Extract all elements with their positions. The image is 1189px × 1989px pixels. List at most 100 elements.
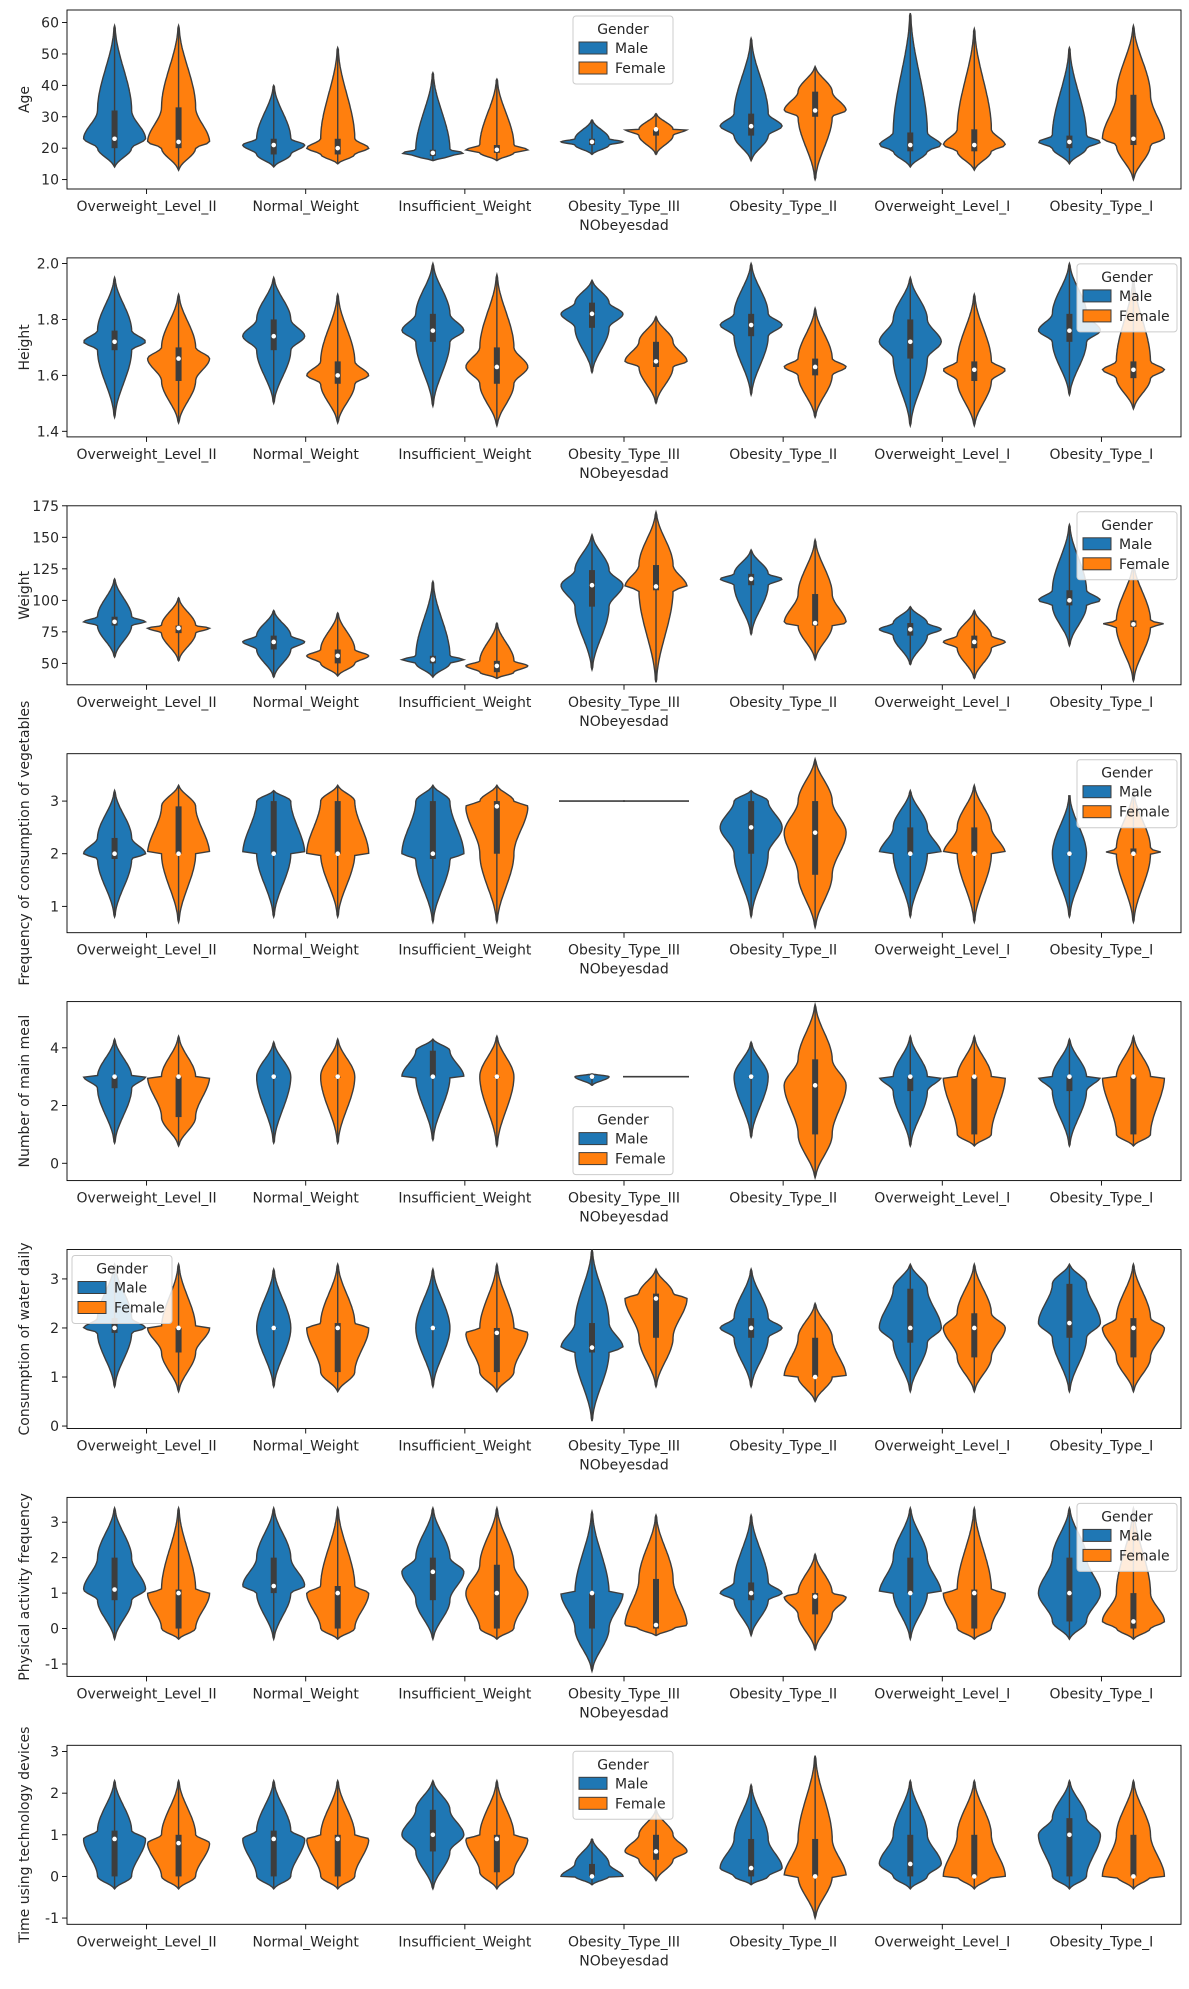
violin-male: [241, 83, 306, 169]
violin-female: [146, 783, 211, 925]
y-tick-label: 1.8: [37, 312, 59, 328]
x-tick-label: Obesity_Type_III: [568, 199, 680, 215]
violin-median-point: [971, 142, 977, 148]
violin-male: [82, 23, 147, 169]
violin-female: [305, 1505, 370, 1641]
violin-iqr-box: [812, 1059, 819, 1135]
violin-female: [942, 26, 1007, 172]
x-tick-label: Insufficient_Weight: [398, 695, 532, 711]
violin-median-point: [971, 1874, 977, 1879]
violin-iqr-box: [812, 801, 819, 875]
violin-median-point: [494, 1330, 500, 1336]
legend-label-female: Female: [615, 61, 666, 77]
x-tick-label: Overweight_Level_II: [77, 1934, 217, 1950]
violin-median-point: [271, 1074, 277, 1079]
violin-female: [463, 77, 530, 162]
legend: Gender Male Female: [572, 15, 674, 85]
violin-median-point: [335, 851, 341, 857]
x-tick-label: Obesity_Type_III: [568, 447, 680, 463]
legend-label-male: Male: [615, 1776, 648, 1792]
violin-median-point: [430, 1074, 436, 1079]
legend-swatch-female: [1082, 1548, 1112, 1562]
violin-median-point: [748, 825, 754, 830]
x-tick-label: Overweight_Level_II: [77, 695, 217, 711]
x-tick-label: Obesity_Type_I: [1050, 447, 1154, 463]
x-tick-label: Obesity_Type_III: [568, 1686, 680, 1702]
x-tick-label: Normal_Weight: [252, 1934, 359, 1950]
y-tick-label: 4: [50, 1041, 59, 1057]
violin-iqr-box: [270, 801, 277, 854]
x-tick-label: Overweight_Level_I: [874, 199, 1010, 215]
violin-median-point: [907, 1325, 913, 1331]
legend-label-female: Female: [1119, 557, 1170, 573]
x-tick-label: Obesity_Type_III: [568, 1439, 680, 1455]
plot-area: [81, 509, 1164, 684]
violin-median-point: [494, 804, 500, 809]
violin-male: [1037, 1262, 1102, 1394]
violin-median-point: [335, 1836, 341, 1842]
violin-median-point: [494, 1074, 500, 1079]
legend: Gender Male Female: [1076, 759, 1178, 829]
violin-iqr-box: [111, 1557, 118, 1601]
y-tick-label: 0: [50, 1419, 59, 1435]
legend: Gender Male Female: [572, 1750, 674, 1820]
violin-median-point: [812, 1874, 818, 1879]
x-tick-label: Normal_Weight: [252, 943, 359, 959]
legend-label-female: Female: [114, 1301, 165, 1317]
x-tick-label: Normal_Weight: [252, 447, 359, 463]
violin-median-point: [748, 576, 754, 582]
violin-female: [624, 1512, 688, 1637]
legend-title: Gender: [1101, 1509, 1153, 1525]
y-axis-label: Frequency of consumption of vegetables: [17, 701, 33, 986]
violin-median-point: [748, 322, 754, 328]
violin-female: [305, 1261, 370, 1394]
violin-male: [415, 1266, 451, 1389]
x-tick-label: Normal_Weight: [252, 1439, 359, 1455]
x-tick-label: Obesity_Type_I: [1050, 1686, 1154, 1702]
violin-iqr-box: [971, 1313, 978, 1358]
legend-label-female: Female: [1119, 309, 1170, 325]
violin-median-point: [430, 657, 436, 662]
legend: Gender Male Female: [71, 1255, 173, 1324]
violin-median-point: [1067, 1074, 1072, 1079]
violin-male: [241, 609, 306, 679]
legend-label-male: Male: [615, 1132, 648, 1148]
violin-female: [306, 1778, 370, 1890]
violin-iqr-box: [1066, 1557, 1073, 1622]
violin-median-point: [653, 359, 659, 364]
violin-male: [256, 1266, 292, 1389]
violin-female: [465, 621, 529, 680]
legend-label-female: Female: [1119, 1548, 1170, 1564]
violin-median-point: [1131, 1874, 1136, 1879]
x-axis-label: NObeyesdad: [579, 1953, 669, 1969]
x-tick-label: Obesity_Type_I: [1050, 695, 1154, 711]
violin-median-point: [176, 1325, 181, 1331]
violin-median-point: [112, 1074, 117, 1079]
legend-swatch-female: [1082, 309, 1112, 323]
violin-iqr-box: [748, 1838, 755, 1877]
y-axis-label: Time using technology devices: [17, 1727, 33, 1944]
violin-median-point: [971, 851, 977, 857]
x-tick-label: Overweight_Level_I: [874, 1191, 1010, 1207]
violin-male: [559, 118, 625, 156]
legend-title: Gender: [597, 1757, 649, 1773]
x-tick-label: Overweight_Level_I: [874, 1439, 1010, 1455]
y-tick-label: 2: [50, 847, 59, 863]
y-tick-label: 50: [41, 47, 59, 63]
violin-median-point: [112, 619, 117, 625]
legend-swatch-male: [1082, 289, 1112, 303]
legend-label-male: Male: [615, 41, 648, 57]
violin-iqr-box: [334, 361, 341, 384]
y-tick-label: 100: [32, 593, 59, 609]
violin-median-point: [653, 1849, 659, 1854]
violin-female: [624, 1267, 688, 1389]
violin-male: [82, 1778, 147, 1890]
violin-median-point: [1067, 851, 1072, 857]
violin-iqr-box: [1130, 1834, 1137, 1877]
violin-female: [783, 1001, 847, 1181]
violin-female: [624, 315, 688, 405]
violin-iqr-box: [907, 1557, 914, 1594]
x-tick-label: Overweight_Level_I: [874, 1686, 1010, 1702]
violin-median-point: [112, 339, 117, 345]
violin-median-point: [271, 639, 277, 645]
